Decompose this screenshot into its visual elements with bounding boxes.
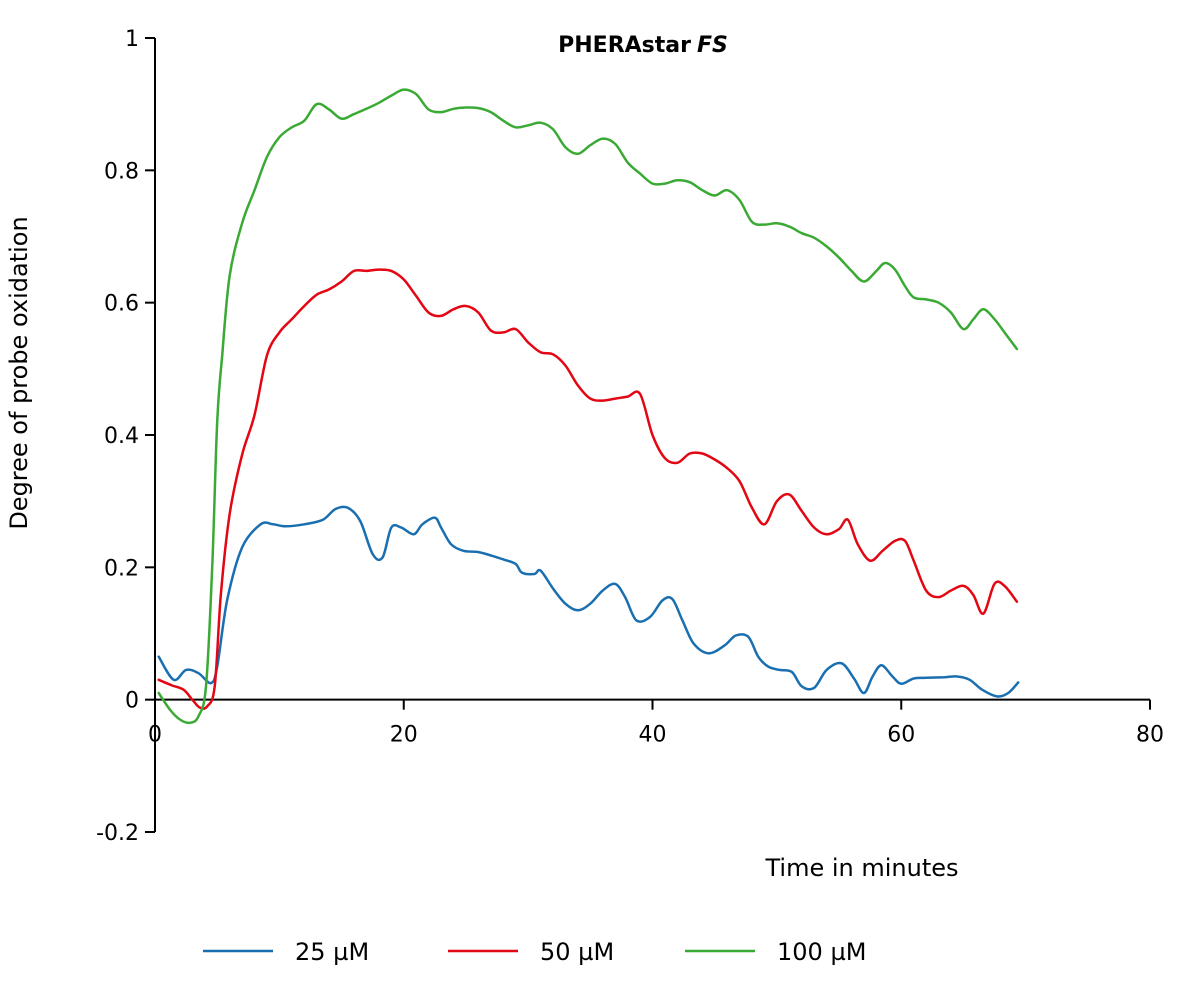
chart-title-main: PHERAstar <box>558 33 691 58</box>
x-tick-label: 20 <box>390 723 418 748</box>
y-tick-label: 0.6 <box>104 292 139 317</box>
x-tick-label: 80 <box>1136 723 1164 748</box>
x-tick-label: 0 <box>148 723 162 748</box>
y-tick-label: -0.2 <box>96 821 139 846</box>
x-tick-label: 60 <box>887 723 915 748</box>
series-group <box>157 88 1020 725</box>
series-line-3 <box>157 88 1019 725</box>
series-line-2 <box>157 268 1019 710</box>
y-tick-label: 0.2 <box>104 556 139 581</box>
y-tick-label: 0.8 <box>104 159 139 184</box>
y-axis: -0.2 0 0.2 0.4 0.6 0.8 1 <box>96 27 156 846</box>
y-tick-label: 0 <box>125 689 139 714</box>
y-tick-label: 0.4 <box>104 424 139 449</box>
chart-title-italic: FS <box>697 33 728 58</box>
x-axis: 0 20 40 60 80 <box>148 698 1164 748</box>
legend-label-1: 25 µM <box>295 938 369 966</box>
legend-label-2: 50 µM <box>540 938 614 966</box>
series-line-1 <box>157 505 1020 698</box>
chart-title: PHERAstar FS <box>558 33 728 58</box>
legend: 25 µM 50 µM 100 µM <box>203 938 866 966</box>
x-tick-label: 40 <box>639 723 667 748</box>
x-axis-title: Time in minutes <box>764 854 958 882</box>
legend-label-3: 100 µM <box>777 938 866 966</box>
y-axis-title: Degree of probe oxidation <box>5 216 33 529</box>
y-tick-label: 1 <box>125 27 139 52</box>
